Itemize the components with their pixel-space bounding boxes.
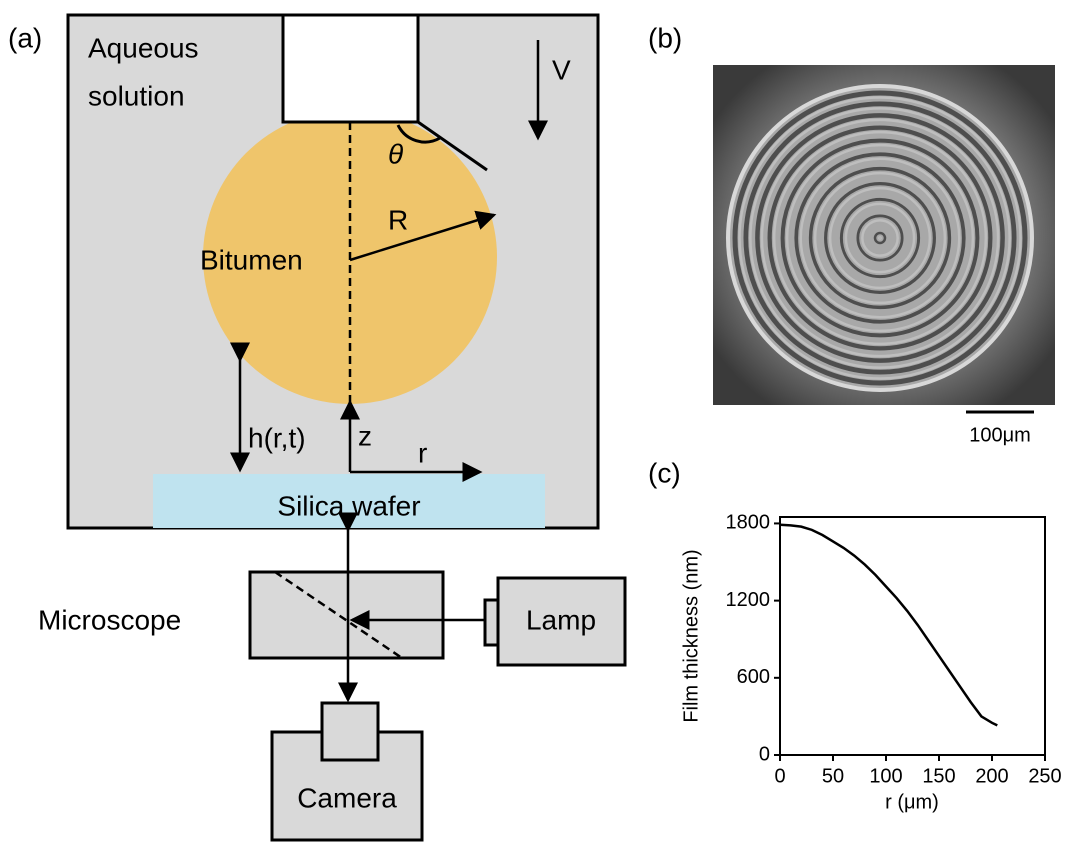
camera-lens bbox=[322, 703, 378, 760]
data-line bbox=[780, 525, 997, 726]
fringe-light bbox=[880, 238, 881, 239]
scale-label: 100μm bbox=[969, 424, 1031, 446]
label: Aqueous bbox=[88, 32, 199, 63]
y-tick-label: 1800 bbox=[726, 512, 771, 534]
x-tick-label: 250 bbox=[1028, 765, 1061, 787]
holder bbox=[283, 15, 418, 122]
figure: (a) Aqueous solution V θ R Bitumen h(r,t… bbox=[0, 0, 1080, 842]
x-tick-label: 0 bbox=[774, 765, 785, 787]
fringes bbox=[728, 86, 1032, 390]
label: V bbox=[552, 54, 571, 85]
label: R bbox=[388, 204, 408, 235]
label: Silica wafer bbox=[277, 490, 420, 521]
label: z bbox=[358, 420, 372, 451]
y-tick-label: 0 bbox=[759, 743, 770, 765]
lamp-neck bbox=[485, 600, 498, 645]
label: r bbox=[418, 437, 427, 468]
x-axis-label: r (μm) bbox=[885, 791, 939, 813]
panel-label: (b) bbox=[648, 22, 682, 53]
x-tick-label: 150 bbox=[922, 765, 955, 787]
label: Lamp bbox=[526, 604, 596, 635]
y-axis-label: Film thickness (nm) bbox=[680, 549, 702, 722]
x-tick-label: 50 bbox=[822, 765, 844, 787]
y-tick-label: 1200 bbox=[726, 589, 771, 611]
microscope bbox=[250, 572, 443, 658]
y-tick-label: 600 bbox=[737, 666, 770, 688]
panel-label: (c) bbox=[648, 457, 681, 488]
plot-frame bbox=[780, 517, 1045, 755]
x-tick-label: 200 bbox=[975, 765, 1008, 787]
panel-label: (a) bbox=[8, 22, 42, 53]
x-tick-label: 100 bbox=[869, 765, 902, 787]
label: Microscope bbox=[38, 604, 181, 635]
label: h(r,t) bbox=[248, 422, 306, 453]
label: solution bbox=[88, 80, 185, 111]
label: Bitumen bbox=[200, 244, 303, 275]
label: Camera bbox=[297, 782, 397, 813]
label: θ bbox=[388, 138, 403, 169]
